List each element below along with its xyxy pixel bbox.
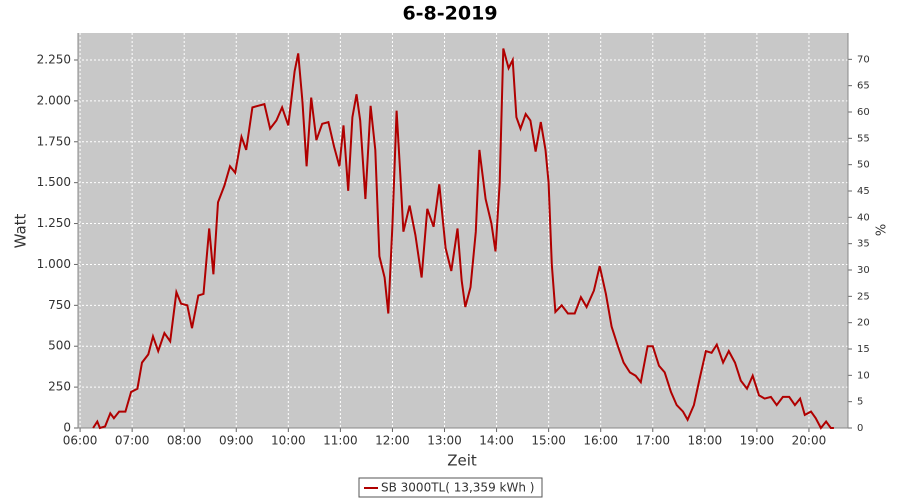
- y-tick-label: 250: [48, 380, 71, 394]
- y2-tick-label: 0: [857, 423, 863, 434]
- y-tick-label: 1.750: [37, 134, 71, 148]
- x-tick-label: 08:00: [167, 434, 202, 448]
- y2-tick-label: 15: [857, 344, 870, 355]
- y2-tick-label: 55: [857, 133, 870, 144]
- y2-tick-label: 40: [857, 212, 870, 223]
- legend: SB 3000TL( 13,359 kWh ): [358, 477, 543, 498]
- x-tick-label: 12:00: [375, 434, 410, 448]
- y2-tick-label: 50: [857, 160, 870, 171]
- x-tick-label: 17:00: [635, 434, 670, 448]
- series-line: [92, 48, 834, 430]
- y2-tick-label: 45: [857, 186, 870, 197]
- x-tick-label: 09:00: [219, 434, 254, 448]
- chart-title: 6-8-2019: [402, 3, 497, 25]
- y-tick-label: 2.250: [37, 52, 71, 66]
- y-tick-label: 1.500: [37, 175, 71, 189]
- x-axis-label: Zeit: [447, 452, 477, 470]
- y2-tick-label: 35: [857, 239, 870, 250]
- plot-area: [78, 33, 848, 428]
- x-tick-label: 19:00: [740, 434, 775, 448]
- x-tick-label: 06:00: [63, 434, 98, 448]
- y-tick-label: 500: [48, 339, 71, 353]
- x-tick-label: 14:00: [479, 434, 514, 448]
- x-tick-label: 20:00: [792, 434, 827, 448]
- y-tick-label: 1.250: [37, 216, 71, 230]
- x-tick-label: 13:00: [427, 434, 462, 448]
- x-tick-label: 15:00: [531, 434, 566, 448]
- y-tick-label: 0: [63, 421, 71, 435]
- y2-tick-label: 60: [857, 107, 870, 118]
- x-tick-label: 11:00: [323, 434, 358, 448]
- x-tick-label: 10:00: [271, 434, 306, 448]
- y-tick-label: 750: [48, 298, 71, 312]
- y-tick-label: 2.000: [37, 93, 71, 107]
- y2-tick-label: 70: [857, 54, 870, 65]
- y2-tick-label: 5: [857, 397, 863, 408]
- y-axis-label: Watt: [12, 213, 30, 248]
- y-tick-label: 1.000: [37, 257, 71, 271]
- x-tick-label: 18:00: [688, 434, 723, 448]
- y2-tick-label: 10: [857, 370, 870, 381]
- y2-axis-label: %: [875, 224, 890, 236]
- y2-tick-label: 65: [857, 81, 870, 92]
- legend-label: SB 3000TL( 13,359 kWh ): [381, 481, 534, 495]
- legend-box: [358, 477, 543, 498]
- y2-tick-label: 25: [857, 291, 870, 302]
- x-tick-label: 16:00: [583, 434, 618, 448]
- y2-tick-label: 20: [857, 318, 870, 329]
- x-tick-label: 07:00: [115, 434, 150, 448]
- y2-tick-label: 30: [857, 265, 870, 276]
